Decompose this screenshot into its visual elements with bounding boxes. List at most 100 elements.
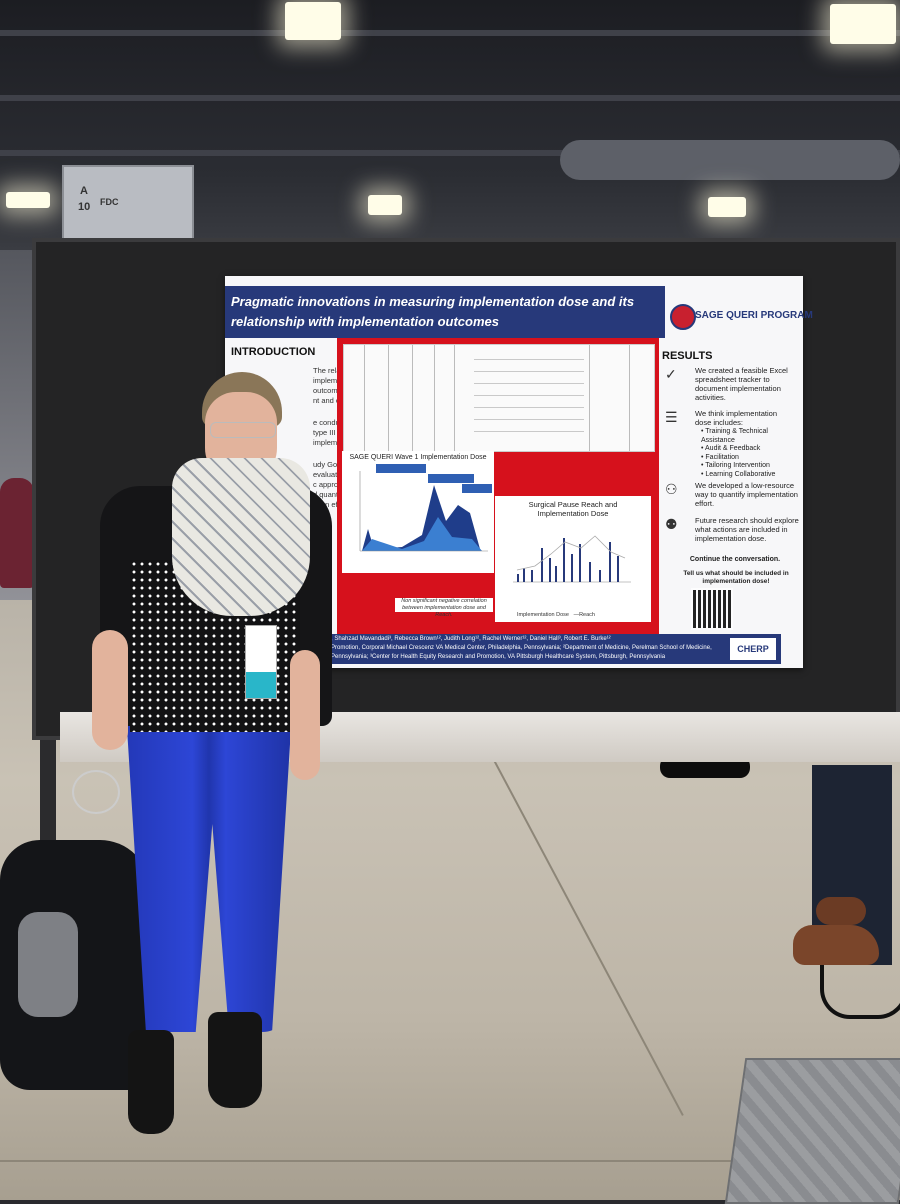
reach-bar-graphic xyxy=(513,535,631,583)
person-boot xyxy=(128,1030,174,1134)
person-arm xyxy=(290,650,320,780)
chart-title: SAGE QUERI Wave 1 Implementation Dose xyxy=(349,454,487,461)
qr-code xyxy=(691,588,733,630)
phase-label-box xyxy=(376,464,426,473)
reach-line xyxy=(516,535,626,571)
phase-label-box xyxy=(462,484,492,493)
dose-area-chart: SAGE QUERI Wave 1 Implementation Dose xyxy=(342,451,494,573)
affiliation-line: Promotion, Corporal Michael Crescenz VA … xyxy=(331,645,712,651)
ceiling-beam xyxy=(0,30,900,36)
group-icon: ⚉ xyxy=(665,516,678,532)
person-scarf xyxy=(172,458,310,616)
bystander-shoe xyxy=(793,925,879,965)
dose-bars xyxy=(517,538,619,582)
table-column xyxy=(629,345,630,451)
ceiling-light xyxy=(830,4,896,44)
checkmark-icon: ✓ xyxy=(665,366,677,382)
person-glasses xyxy=(210,422,276,438)
poster-footer: , Shahzad Mavandadi³, Rebecca Brown¹², J… xyxy=(325,634,781,664)
dose-component: • Learning Collaborative xyxy=(701,470,776,478)
ceiling-beam xyxy=(0,95,900,101)
table-text-line xyxy=(474,407,584,408)
table-column xyxy=(589,345,590,451)
legend-item: Reach xyxy=(579,612,595,618)
dose-component: • Training & Technical Assistance xyxy=(701,428,768,444)
chart-title-line: Implementation Dose xyxy=(537,509,609,518)
result-text: Future research should explore what acti… xyxy=(695,516,799,543)
result-text: We created a feasible Excel spreadsheet … xyxy=(695,366,788,402)
reach-bar-chart: Surgical Pause Reach and Implementation … xyxy=(495,496,651,622)
table-column xyxy=(434,345,435,451)
ceiling-light xyxy=(6,192,50,208)
dose-component: • Audit & Feedback xyxy=(701,445,761,452)
author-line: , Shahzad Mavandadi³, Rebecca Brown¹², J… xyxy=(331,636,611,642)
chart-legend: Implementation Dose —Reach xyxy=(517,612,595,618)
intro-text: nt and often xyxy=(313,396,353,405)
checklist-icon: ☰ xyxy=(665,409,678,425)
air-duct xyxy=(560,140,900,180)
dose-component-list: • Training & Technical Assistance • Audi… xyxy=(701,428,801,479)
dose-area-graphic xyxy=(359,464,492,552)
table-text-line xyxy=(474,431,584,432)
booth-sign: A 10 FDC xyxy=(62,165,194,241)
closing-question: Tell us what should be included in imple… xyxy=(683,570,789,585)
phase-label-box xyxy=(428,474,474,483)
booth-letter: A xyxy=(80,185,88,197)
poster-title-line: relationship with implementation outcome… xyxy=(231,314,499,329)
legend-item: Implementation Dose xyxy=(517,612,569,618)
affiliation-line: Pennsylvania; ³Center for Health Equity … xyxy=(331,654,666,660)
table-text-line xyxy=(474,371,584,372)
person-arm xyxy=(92,630,128,750)
result-text: We think implementation dose includes: xyxy=(695,409,777,427)
table-text-line xyxy=(474,359,584,360)
dose-component: • Tailoring Intervention xyxy=(701,462,770,469)
intro-text: d quantify xyxy=(313,490,346,499)
table-column xyxy=(388,345,389,451)
table-text-line xyxy=(474,419,584,420)
correlation-note: Non significant negative correlation bet… xyxy=(395,598,493,618)
table-column xyxy=(412,345,413,451)
person-boot xyxy=(208,1012,262,1108)
badge-band xyxy=(246,672,276,698)
table-column xyxy=(454,345,455,451)
intro-text: c approach to xyxy=(313,480,359,489)
dose-area-series xyxy=(362,485,482,551)
intro-text: ation effort. xyxy=(313,500,351,509)
chart-title-line: Surgical Pause Reach and xyxy=(528,500,618,509)
sage-logo xyxy=(670,304,696,330)
floor-seam xyxy=(0,1160,900,1162)
dose-component: • Facilitation xyxy=(701,453,739,461)
backpack-pocket xyxy=(18,912,78,1017)
research-poster: Pragmatic innovations in measuring imple… xyxy=(225,276,813,668)
table-text-line xyxy=(474,395,584,396)
booth-brand: FDC xyxy=(100,197,119,207)
people-network-icon: ⚇ xyxy=(665,481,678,497)
booth-number: 10 xyxy=(78,201,91,213)
cherp-logo: CHERP xyxy=(730,638,776,660)
bystander-shoe xyxy=(816,897,866,925)
floor-grate xyxy=(724,1058,900,1204)
board-stand xyxy=(40,740,56,850)
table-text-line xyxy=(474,383,584,384)
intro-heading: INTRODUCTION xyxy=(231,346,316,358)
poster-header: Pragmatic innovations in measuring imple… xyxy=(225,286,665,338)
held-eyeglasses xyxy=(72,770,120,814)
closing-text: Continue the conversation. xyxy=(689,556,781,563)
conference-badge xyxy=(245,625,277,699)
background-person xyxy=(0,478,34,588)
bag-strap xyxy=(820,965,900,1019)
ceiling-light xyxy=(708,197,746,217)
poster-title-line: Pragmatic innovations in measuring imple… xyxy=(231,294,635,309)
program-name: SAGE QUERI PROGRAM xyxy=(695,310,813,321)
table-column xyxy=(364,345,365,451)
activity-table xyxy=(343,344,655,452)
intro-text: evaluate a xyxy=(313,470,348,479)
ceiling-light xyxy=(285,2,341,40)
results-heading: RESULTS xyxy=(662,350,713,362)
dose-area-series xyxy=(362,517,482,551)
poster-title: Pragmatic innovations in measuring imple… xyxy=(231,292,661,332)
chart-title: Surgical Pause Reach and Implementation … xyxy=(495,500,651,518)
ceiling-beam xyxy=(0,150,900,156)
ceiling-light xyxy=(368,195,402,215)
result-text: We developed a low-resource way to quant… xyxy=(695,481,798,508)
